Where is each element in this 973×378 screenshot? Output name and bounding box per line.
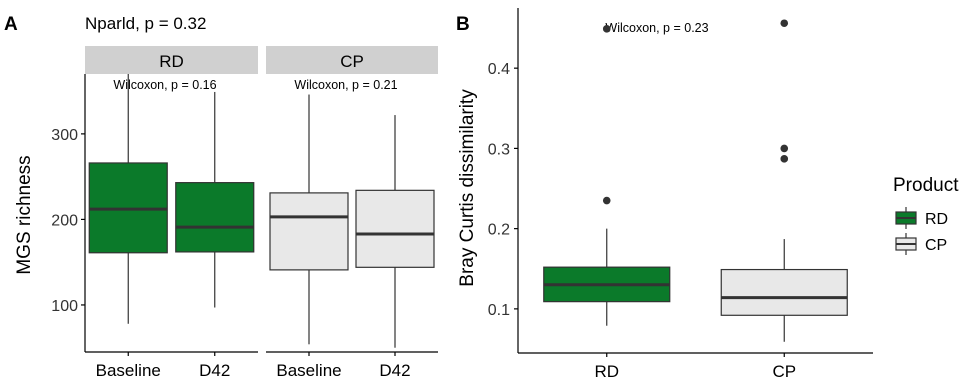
panel-b-y-axis-title: Bray Curtis dissimilarity — [457, 89, 478, 287]
panel-b-plot: 0.1 0.2 0.3 0.4 RD CP — [488, 8, 873, 378]
panel-b-y-tick-label: 0.1 — [488, 302, 510, 319]
legend-item-label: CP — [925, 237, 947, 254]
panel-b-y-tick-label: 0.2 — [488, 222, 510, 239]
panel-a-y-tick-label: 200 — [51, 212, 78, 229]
box-cp — [720, 19, 848, 342]
box-rd-baseline — [88, 74, 168, 324]
panel-a-y-tick-label: 100 — [51, 298, 78, 315]
panel-a-x-tick-label: D42 — [199, 361, 230, 378]
panel-a-y-tick-label: 300 — [51, 127, 78, 144]
box-cp-baseline-body — [269, 192, 349, 271]
facet-strip-rd-label: RD — [159, 52, 184, 71]
panel-b-x-tick-label: RD — [594, 362, 619, 378]
panel-b-y-tick-label: 0.3 — [488, 141, 510, 158]
panel-b-y-tick-label: 0.4 — [488, 61, 510, 78]
box-rd-outlier-1 — [602, 25, 611, 33]
facet-strip-cp — [266, 46, 438, 74]
box-cp-body — [720, 268, 848, 316]
panel-b-annotation: Wilcoxon, p = 0.23 — [605, 21, 708, 35]
box-cp-baseline — [269, 94, 349, 345]
box-cp-d42 — [355, 115, 435, 348]
box-rd-d42-body — [175, 182, 255, 253]
facet-strip-rd — [85, 46, 258, 74]
box-cp-d42-body — [355, 189, 435, 268]
panel-a-y-axis-title: MGS richness — [14, 155, 35, 274]
legend-item-label: RD — [925, 211, 948, 228]
legend-title: Product — [893, 175, 959, 196]
panel-a-x-tick-label: Baseline — [276, 361, 341, 378]
box-cp-outlier-1 — [780, 144, 789, 153]
legend: RD CP — [895, 207, 948, 255]
panel-a-label: A — [4, 14, 18, 35]
box-cp-outlier-2 — [780, 19, 789, 28]
legend-key-cp — [895, 233, 917, 255]
panel-a-title: Nparld, p = 0.32 — [85, 14, 206, 33]
panel-a-x-tick-label: Baseline — [96, 361, 161, 378]
facet-cp-annotation: Wilcoxon, p = 0.21 — [294, 78, 397, 92]
legend-key-rd — [895, 207, 917, 229]
panel-b-label: B — [456, 14, 470, 35]
box-rd — [543, 25, 671, 326]
facet-rd-annotation: Wilcoxon, p = 0.16 — [113, 78, 216, 92]
panel-a-x-tick-label: D42 — [379, 361, 410, 378]
panel-b-x-tick-label: CP — [772, 362, 796, 378]
facet-strip-cp-label: CP — [340, 52, 364, 71]
panel-a-plot: 100 200 300 Baseline D42 Baseline D42 — [51, 74, 438, 378]
box-cp-outlier-0 — [780, 155, 789, 163]
box-rd-outlier-0 — [602, 196, 611, 205]
box-rd-d42 — [175, 91, 255, 308]
